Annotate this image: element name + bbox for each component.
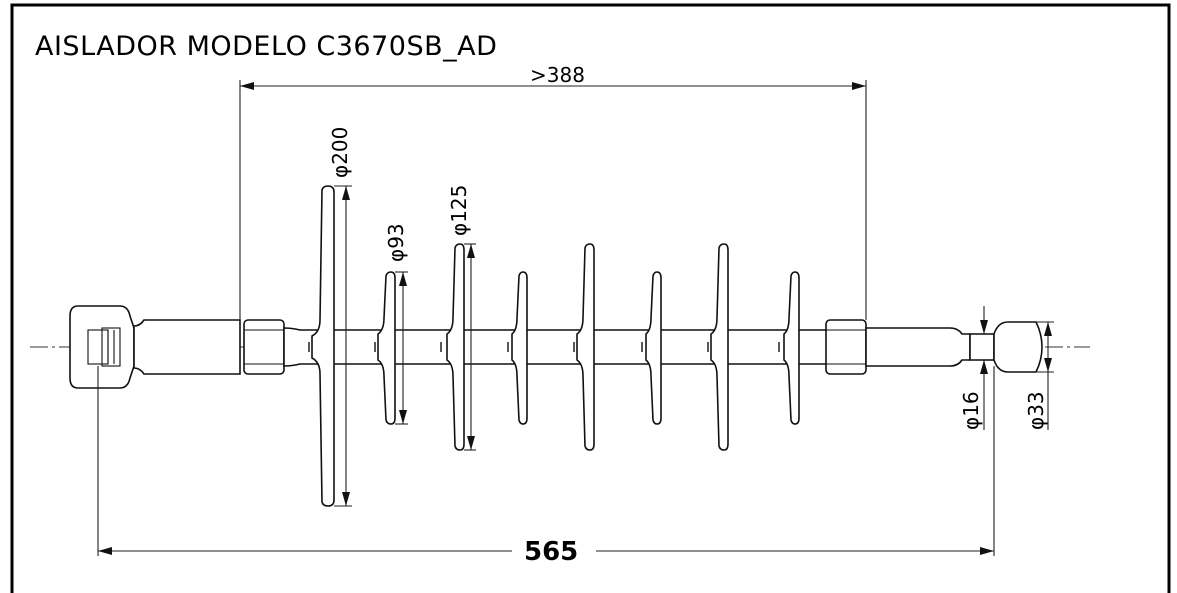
dim-small-shed: φ93 (384, 223, 408, 425)
dim-ball-label: φ33 (1024, 391, 1048, 430)
dim-large-shed: φ200 (328, 127, 352, 507)
drawing-title: AISLADOR MODELO C3670SB_AD (35, 31, 497, 62)
right-crimp-collar (825, 319, 867, 375)
dim-overall-label: 565 (524, 537, 578, 567)
shed-mid-3 (710, 243, 729, 451)
rod-marks (308, 342, 780, 352)
shed-small-4 (783, 271, 800, 425)
sheds (311, 185, 800, 507)
dim-pin-label: φ16 (959, 391, 983, 430)
dim-small-shed-label: φ93 (384, 223, 408, 262)
dim-mid-shed-label: φ125 (447, 185, 471, 236)
drawing-frame (10, 3, 1171, 593)
left-crimp-collar (243, 319, 285, 375)
socket-end-fitting (69, 305, 241, 389)
dim-overall-length: 565 (97, 366, 995, 567)
dim-mid-shed: φ125 (447, 185, 476, 451)
core-housing (283, 326, 837, 368)
dim-ball-diameter: φ33 (1024, 321, 1054, 430)
dim-arcing-distance: >388 (239, 63, 867, 320)
shed-mid-2 (576, 243, 595, 451)
shed-small-3 (645, 271, 662, 425)
dim-pin-diameter: φ16 (959, 306, 990, 430)
shed-large (311, 185, 335, 507)
ball-end-fitting (865, 321, 1043, 373)
shed-mid-1 (446, 243, 465, 451)
dim-large-shed-label: φ200 (328, 127, 352, 178)
dim-arcing-label: >388 (530, 63, 585, 87)
shed-small-1 (377, 271, 396, 425)
shed-small-2 (511, 271, 528, 425)
